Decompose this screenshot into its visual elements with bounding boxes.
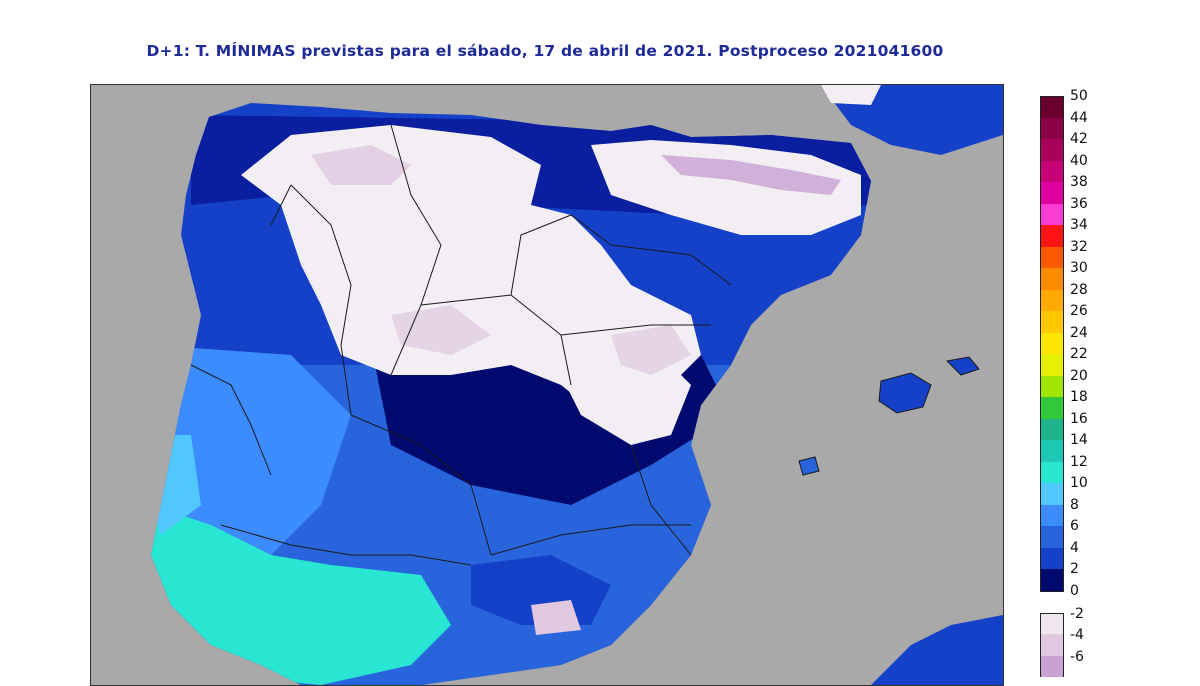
zone-8 bbox=[151, 345, 351, 565]
legend-swatch-18 bbox=[1040, 397, 1064, 419]
legend-swatch-16 bbox=[1040, 418, 1064, 440]
legend-swatch--4 bbox=[1040, 634, 1064, 656]
zone-minus4-a bbox=[311, 145, 411, 185]
legend-negative-top-border bbox=[1040, 612, 1064, 614]
legend-swatch-32 bbox=[1040, 246, 1064, 268]
zone-southeast bbox=[471, 555, 611, 625]
legend-label: -2 bbox=[1070, 605, 1084, 622]
map-title: D+1: T. MÍNIMAS previstas para el sábado… bbox=[146, 42, 944, 60]
legend-label: 36 bbox=[1070, 195, 1088, 212]
balearic-islands bbox=[798, 356, 980, 476]
legend-swatch-8 bbox=[1040, 504, 1064, 526]
legend-label: 26 bbox=[1070, 303, 1088, 319]
legend-label: 16 bbox=[1070, 410, 1088, 427]
legend-label: 20 bbox=[1070, 367, 1088, 384]
legend-label: 50 bbox=[1070, 88, 1088, 104]
legend-bottom-border bbox=[1040, 590, 1064, 592]
iberia-map-svg bbox=[151, 85, 1003, 685]
legend-label: -6 bbox=[1070, 648, 1084, 665]
legend-swatch-12 bbox=[1040, 461, 1064, 483]
legend-label: 4 bbox=[1070, 539, 1079, 556]
legend-label: 38 bbox=[1070, 174, 1088, 190]
legend-label: 30 bbox=[1070, 260, 1088, 276]
legend-swatch-28 bbox=[1040, 289, 1064, 311]
legend-swatch-6 bbox=[1040, 526, 1064, 548]
legend-label: 18 bbox=[1070, 389, 1088, 405]
france-cold-patch bbox=[821, 85, 881, 105]
legend-swatch--2 bbox=[1040, 612, 1064, 634]
zone-meseta-cold bbox=[241, 125, 701, 435]
legend-swatch-10 bbox=[1040, 483, 1064, 505]
legend-swatch-30 bbox=[1040, 268, 1064, 290]
legend-top-border bbox=[1040, 96, 1064, 97]
legend-label: 0 bbox=[1070, 582, 1079, 599]
legend-swatch-14 bbox=[1040, 440, 1064, 462]
legend-swatch-22 bbox=[1040, 354, 1064, 376]
legend-swatch-34 bbox=[1040, 225, 1064, 247]
legend-label: 44 bbox=[1070, 109, 1088, 126]
legend-label: 42 bbox=[1070, 131, 1088, 147]
legend-swatch-20 bbox=[1040, 375, 1064, 397]
legend-swatch-44 bbox=[1040, 117, 1064, 139]
legend-label: 32 bbox=[1070, 238, 1088, 255]
legend-label: 40 bbox=[1070, 152, 1088, 169]
legend-swatch-40 bbox=[1040, 160, 1064, 182]
legend-swatch-4 bbox=[1040, 547, 1064, 569]
north-africa-coast bbox=[871, 615, 1003, 685]
legend-label: 2 bbox=[1070, 561, 1079, 577]
legend-swatch-42 bbox=[1040, 139, 1064, 161]
legend-swatch-36 bbox=[1040, 203, 1064, 225]
zone-pyrenees-cold bbox=[591, 140, 861, 235]
region-borders bbox=[190, 124, 732, 566]
legend-label: 14 bbox=[1070, 432, 1088, 448]
zone-pyrenees-minus6 bbox=[661, 155, 841, 195]
legend-label: 12 bbox=[1070, 453, 1088, 470]
legend-label: -4 bbox=[1070, 627, 1084, 643]
legend-swatch-2 bbox=[1040, 569, 1064, 591]
legend-swatch--6 bbox=[1040, 655, 1064, 677]
legend-label: 8 bbox=[1070, 496, 1079, 513]
legend-label: 34 bbox=[1070, 217, 1088, 233]
legend-swatch-26 bbox=[1040, 311, 1064, 333]
zone-minus4-c bbox=[611, 325, 691, 375]
legend-label: 28 bbox=[1070, 281, 1088, 298]
temperature-map bbox=[90, 84, 1004, 686]
legend-swatch-38 bbox=[1040, 182, 1064, 204]
zone-12 bbox=[151, 505, 451, 685]
temperature-legend: 50 44 42 40 38 36 34 32 30 28 26 24 22 20 18 16 14 12 10 8 6… bbox=[1040, 89, 1180, 686]
legend-swatch-24 bbox=[1040, 332, 1064, 354]
legend-label: 22 bbox=[1070, 346, 1088, 362]
legend-swatch-50 bbox=[1040, 96, 1064, 118]
legend-label: 24 bbox=[1070, 324, 1088, 341]
legend-label: 10 bbox=[1070, 475, 1088, 491]
legend-label: 6 bbox=[1070, 518, 1079, 534]
zone-sierra-nevada bbox=[531, 600, 581, 635]
